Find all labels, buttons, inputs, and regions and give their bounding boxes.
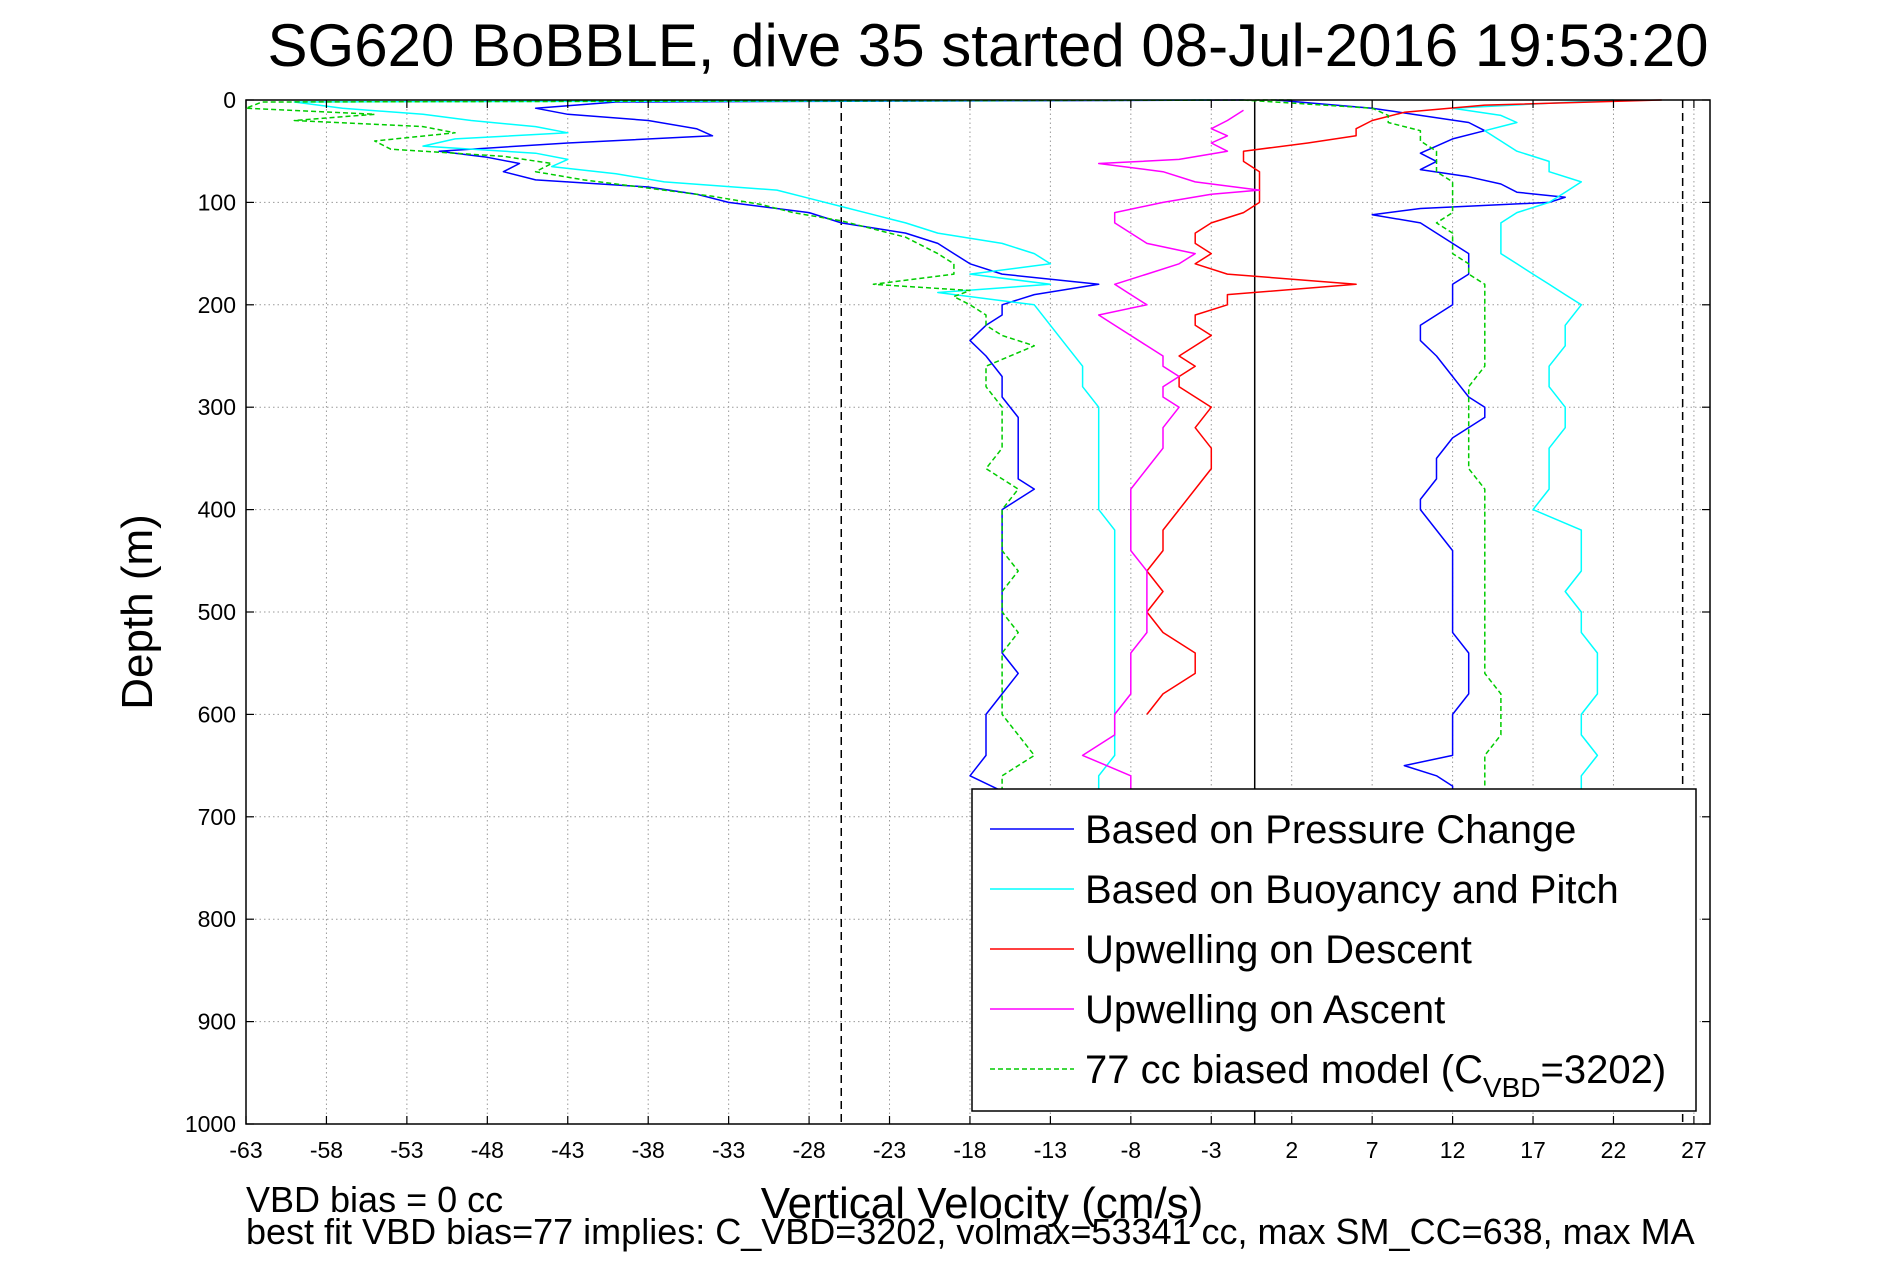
x-tick-label: -28 [792,1137,825,1163]
series-line [438,99,1566,792]
series-path [1243,99,1502,792]
series-path [245,99,1292,792]
y-tick-label: 700 [198,804,236,830]
data-series [245,99,1662,792]
series-line [1146,99,1662,715]
series-path [293,99,1212,792]
y-tick-label: 900 [198,1009,236,1035]
y-tick-label: 500 [198,599,236,625]
y-tick-label: 600 [198,701,236,727]
y-tick-label: 200 [198,292,236,318]
series-path [438,99,1244,792]
x-tick-label: 7 [1366,1137,1379,1163]
x-tick-labels: -63 -58 -53 -48 -43 -38 -33 -28 -23 -18 -13 -8 -3 2 7 1… [229,100,1707,1163]
series-path [1275,99,1566,792]
legend-label: Based on Pressure Change [1085,808,1576,852]
x-tick-label: -8 [1121,1137,1141,1163]
y-tick-label: 400 [198,497,236,523]
x-tick-label: -48 [471,1137,504,1163]
x-tick-label: 27 [1681,1137,1707,1163]
legend-label: Upwelling on Descent [1085,928,1472,972]
legend-label: Based on Buoyancy and Pitch [1085,868,1619,912]
y-tick-label: 300 [198,394,236,420]
x-tick-label: -3 [1201,1137,1221,1163]
legend-label: Upwelling on Ascent [1085,988,1445,1032]
series-path [1081,109,1261,792]
series-line [1081,109,1261,792]
y-axis-label: Depth (m) [113,514,162,710]
y-tick-label: 800 [198,906,236,932]
vbd-bias-note: VBD bias = 0 cc [246,1179,503,1220]
x-tick-label: 17 [1520,1137,1546,1163]
x-tick-label: 12 [1440,1137,1466,1163]
y-tick-label: 1000 [185,1111,236,1137]
x-tick-label: 2 [1285,1137,1298,1163]
legend-box [971,788,1697,1112]
x-tick-label: -18 [953,1137,986,1163]
x-tick-label: -33 [712,1137,745,1163]
y-tick-labels: 0 100 200 300 400 500 600 700 800 900 1000 [185,87,1710,1137]
x-tick-label: -58 [310,1137,343,1163]
legend: Based on Pressure Change Based on Buoyanc… [971,788,1697,1112]
series-line [245,99,1502,792]
x-tick-label: -43 [551,1137,584,1163]
x-axis-label: Vertical Velocity (cm/s) [761,1179,1204,1228]
series-path [1451,99,1614,792]
x-tick-label: 22 [1601,1137,1627,1163]
best-fit-note: best fit VBD bias=77 implies: C_VBD=3202… [246,1211,1695,1252]
series-path [1146,99,1662,715]
chart-title: SG620 BoBBLE, dive 35 started 08-Jul-201… [268,12,1709,79]
legend-label-subscript: VBD [1483,1072,1541,1103]
series-line [293,99,1614,792]
x-tick-label: -63 [229,1137,262,1163]
x-tick-label: -13 [1034,1137,1067,1163]
y-tick-label: 0 [223,87,236,113]
x-tick-label: -38 [632,1137,665,1163]
x-tick-label: -23 [873,1137,906,1163]
legend-label-tail: =3202) [1541,1048,1667,1092]
x-tick-label: -53 [390,1137,423,1163]
y-tick-label: 100 [198,189,236,215]
